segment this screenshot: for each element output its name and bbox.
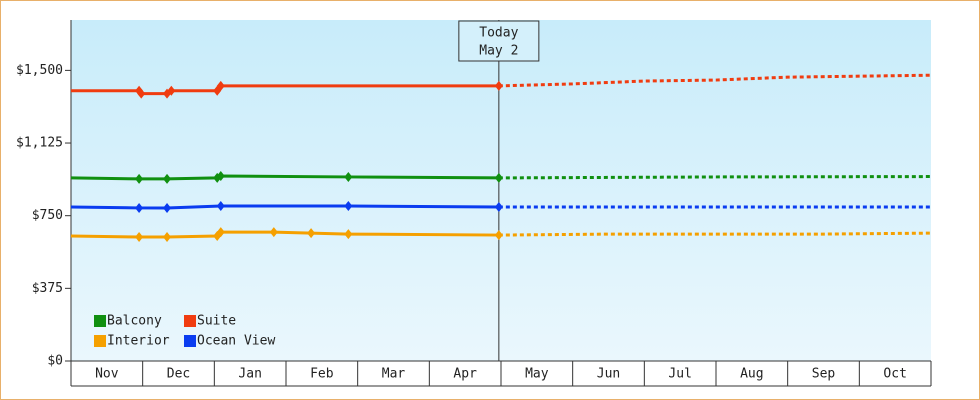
plot-area: [71, 20, 931, 361]
x-tick-label: Jun: [597, 367, 620, 382]
x-tick-label: Nov: [95, 367, 119, 382]
y-tick-label: $1,500: [16, 63, 63, 78]
legend-label: Ocean View: [197, 334, 275, 349]
point-marker: [163, 232, 172, 242]
point-marker: [135, 232, 144, 242]
today-box: [458, 20, 540, 62]
legend-swatch: [94, 335, 106, 347]
point-marker: [216, 227, 225, 238]
x-tick-label: Mar: [382, 367, 406, 382]
point-marker: [494, 80, 503, 91]
x-tick-label: Jul: [668, 367, 691, 382]
legend-swatch: [94, 315, 106, 327]
today-label: May 2: [479, 44, 518, 59]
projection-line: [498, 175, 932, 180]
point-marker: [163, 202, 172, 213]
y-tick-label: $1,125: [16, 136, 63, 151]
point-marker: [163, 173, 172, 184]
point-marker: [216, 170, 225, 181]
x-tick-label: Jan: [238, 367, 261, 382]
legend-swatch: [184, 335, 196, 347]
y-tick-label: $750: [32, 208, 63, 223]
point-marker: [494, 230, 503, 241]
legend-swatch: [184, 315, 196, 327]
point-marker: [307, 228, 316, 239]
point-marker: [494, 172, 503, 183]
y-tick-label: $0: [47, 354, 63, 369]
x-tick-label: Dec: [167, 367, 190, 382]
today-label: Today: [479, 26, 518, 41]
point-marker: [344, 201, 353, 211]
point-marker: [167, 85, 176, 96]
x-tick-label: May: [525, 367, 549, 382]
point-marker: [269, 227, 278, 238]
point-marker: [216, 80, 225, 91]
series-line: [70, 204, 499, 210]
point-marker: [135, 202, 144, 213]
legend-label: Interior: [107, 334, 170, 349]
x-tick-label: Sep: [812, 367, 836, 382]
point-marker: [216, 201, 225, 211]
x-tick-label: Aug: [740, 367, 763, 382]
legend-label: Suite: [197, 314, 236, 329]
x-tick-label: Apr: [453, 367, 477, 382]
projection-line: [498, 231, 932, 237]
legend-label: Balcony: [107, 314, 162, 329]
point-marker: [135, 173, 144, 184]
x-tick-label: Feb: [310, 367, 334, 382]
point-marker: [137, 88, 146, 99]
y-tick-label: $375: [32, 281, 63, 296]
point-marker: [494, 201, 503, 212]
point-marker: [344, 171, 353, 182]
point-marker: [344, 229, 353, 240]
x-tick-label: Oct: [883, 367, 906, 382]
